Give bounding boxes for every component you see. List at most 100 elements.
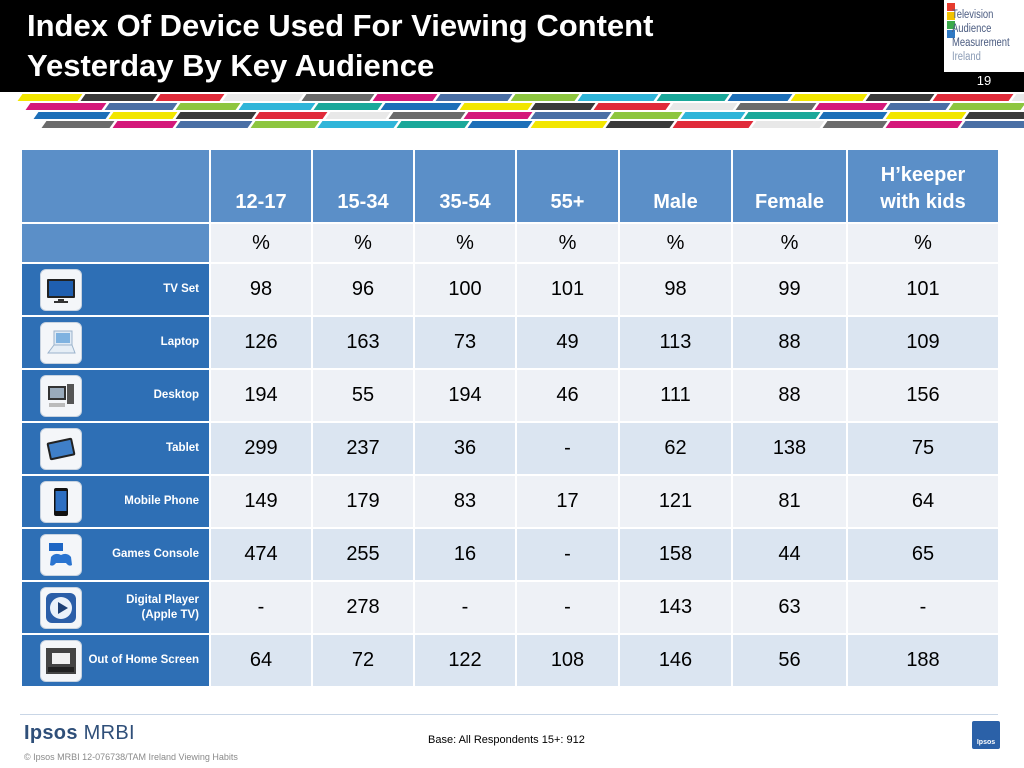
stripe-segment [593,103,671,110]
table-cell: 121 [618,474,733,529]
table-cell: 81 [731,474,848,529]
page-title-line-2: Yesterday By Key Audience [27,48,435,83]
stripe-segment [751,121,825,128]
table-cell: 99 [731,262,848,317]
header-bar: Index Of Device Used For Viewing Content… [0,0,1024,92]
mobile-phone-icon [40,481,82,523]
logo-line-2: Audience [952,23,992,35]
stripe-segment [605,121,675,128]
stripe-segment [885,112,967,119]
stripe-segment [1011,94,1024,101]
row-label: TV Set [20,262,211,317]
logo-line-3: Measurement [952,37,1010,49]
stripe-segment [668,103,738,110]
stripe-segment [885,103,951,110]
column-header-line: 15-34 [337,191,389,213]
ipsos-logo-text: Ipsos [976,739,996,746]
column-header-line: Male [653,191,698,213]
table-row: Games Console 474 255 16-158 44 65 [20,527,1000,582]
unit-cell: % [413,222,517,264]
row-label: Games Console [20,527,211,582]
table-cell: 55 [311,368,415,423]
table-cell: 255 [311,527,415,582]
stripe-segment [222,94,304,101]
column-header: Female [731,148,848,224]
stripe-row [0,121,1024,128]
stripe-segment [325,112,391,119]
stripe-segment [530,112,612,119]
stripe-segment [530,121,608,128]
data-table: 12-17 15-34 35-54 55+ Male Female H’keeper with… [20,148,1000,688]
table-cell: 149 [209,474,313,529]
stripe-segment [459,103,533,110]
table-cell: 62 [618,421,733,476]
ipsos-mrbi-logo: Ipsos MRBI [24,722,135,745]
table-cell: - [515,527,620,582]
tam-ireland-logo: Television Audience Measurement Ireland [944,0,1024,72]
table-cell: 143 [618,580,733,635]
table-cell: 163 [311,315,415,370]
stripe-segment [530,103,596,110]
tam-logo-mark-icon [947,3,955,39]
stripe-segment [313,103,383,110]
table-row: Digital Player (Apple TV) -278- -143 63- [20,580,1000,635]
table-cell: 194 [209,368,313,423]
table-cell: - [515,421,620,476]
stripe-segment [175,112,257,119]
table-cell: 49 [515,315,620,370]
decorative-stripes [0,92,1024,132]
table-cell: 56 [731,633,848,688]
page-title-line-1: Index Of Device Used For Viewing Content [27,8,654,43]
stripe-segment [609,112,683,119]
column-header: 55+ [515,148,620,224]
tv-icon [40,269,82,311]
brand-name: Ipsos [24,722,78,744]
stripe-row [0,103,1024,110]
row-label-text: Mobile Phone [124,495,199,507]
stripe-segment [238,103,316,110]
logo-line-4: Ireland [952,51,981,63]
page-number: 19 [976,73,992,88]
stripe-segment [735,103,817,110]
stripe-segment [41,121,115,128]
stripe-segment [250,121,320,128]
column-header-line: with kids [880,191,966,213]
unit-row-corner [20,222,211,264]
row-label-text: Tablet [165,442,199,454]
table-cell: 83 [413,474,517,529]
table-cell: 111 [618,368,733,423]
table-cell: 194 [413,368,517,423]
brand-suffix: MRBI [83,722,135,744]
tam-logo-text: Television Audience Measurement Ireland [952,8,1010,64]
table-cell: 156 [846,368,1000,423]
row-label: Tablet [20,421,211,476]
table-cell: 88 [731,368,848,423]
stripe-segment [577,94,659,101]
table-cell: 146 [618,633,733,688]
row-label-text: Digital Player [126,593,199,606]
stripe-segment [254,112,328,119]
stripe-segment [818,112,888,119]
copyright-text: © Ipsos MRBI 12-076738/TAM Ireland Viewi… [24,752,238,762]
table-cell: 299 [209,421,313,476]
table-cell: 36 [413,421,517,476]
stripe-segment [80,94,158,101]
games-console-icon [40,534,82,576]
unit-cell: % [311,222,415,264]
stripe-segment [865,94,935,101]
table-cell: 98 [618,262,733,317]
table-cell: 158 [618,527,733,582]
table-cell: 16 [413,527,517,582]
logo-line-1: Television [952,9,994,21]
stripe-segment [372,94,438,101]
stripe-segment [960,121,1024,128]
table-cell: 122 [413,633,517,688]
row-label: Laptop [20,315,211,370]
column-header-line: 12-17 [235,191,287,213]
row-label: Desktop [20,368,211,423]
stripe-segment [104,103,178,110]
tablet-icon [40,428,82,470]
laptop-icon [40,322,82,364]
base-note: Base: All Respondents 15+: 912 [428,734,585,746]
stripe-segment [388,112,466,119]
